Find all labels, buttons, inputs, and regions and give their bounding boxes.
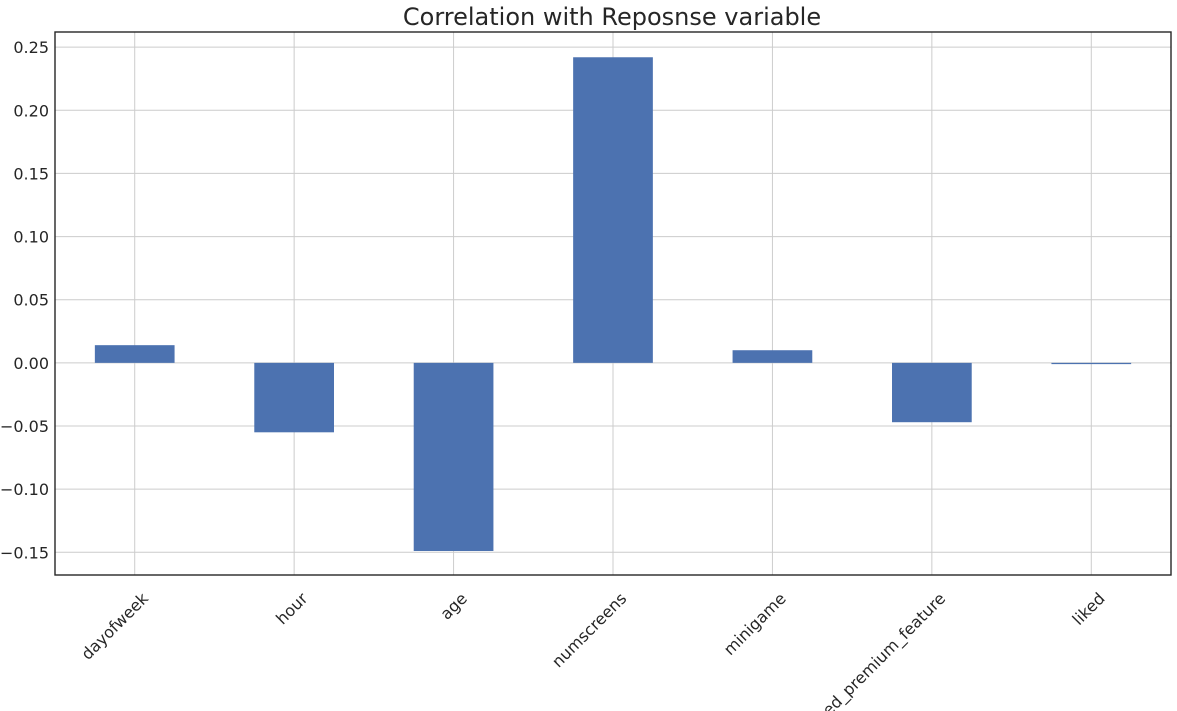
bars <box>94 57 1132 552</box>
x-tick-label: liked <box>1069 589 1109 629</box>
y-tick-label: 0.20 <box>13 101 49 120</box>
x-tick-label: used_premium_feature <box>805 589 949 711</box>
y-tick-label: −0.05 <box>0 417 49 436</box>
chart-title: Correlation with Reposnse variable <box>403 3 821 31</box>
x-tick-label: minigame <box>720 589 790 659</box>
x-tick-label: dayofweek <box>77 588 152 663</box>
y-tick-label: 0.25 <box>13 38 49 57</box>
y-axis-ticks: −0.15 −0.10 −0.05 0.00 0.05 0.10 0.15 0.20 0.25 <box>0 38 49 562</box>
x-tick-label: numscreens <box>548 589 630 671</box>
x-axis-ticks: dayofweek hour age numscreens minigame used_p… <box>77 588 1108 711</box>
x-tick-label: hour <box>272 589 312 629</box>
x-tick-label: age <box>436 589 471 624</box>
y-tick-label: −0.10 <box>0 480 49 499</box>
y-tick-label: 0.00 <box>13 354 49 373</box>
bar-hour <box>254 362 334 433</box>
plot-frame <box>54 31 1172 576</box>
y-tick-label: 0.15 <box>13 164 49 183</box>
y-tick-label: 0.05 <box>13 291 49 310</box>
bar-liked <box>1051 362 1132 365</box>
bar-dayofweek <box>94 345 175 363</box>
bar-age <box>413 362 494 552</box>
y-tick-label: −0.15 <box>0 543 49 562</box>
y-tick-label: 0.10 <box>13 228 49 247</box>
bar-numscreens <box>573 57 653 363</box>
bar-used-premium-feature <box>892 362 972 423</box>
bar-minigame <box>732 350 813 363</box>
